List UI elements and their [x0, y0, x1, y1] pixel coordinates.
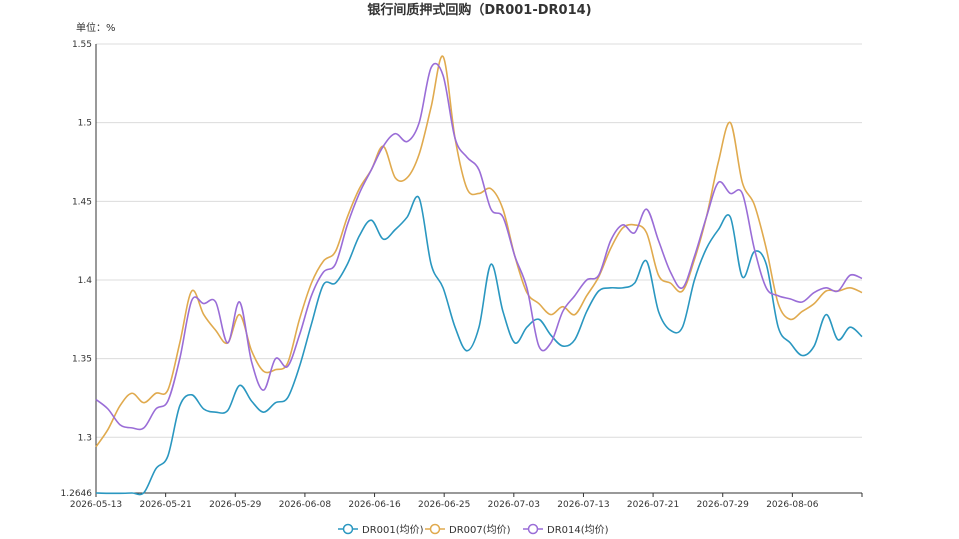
x-tick-label: 2026-06-08 [279, 500, 332, 510]
y-tick-label: 1.3 [78, 433, 92, 443]
x-tick-label: 2026-05-13 [70, 500, 122, 510]
series-lines [95, 55, 863, 496]
x-tick-label: 2026-06-16 [348, 500, 401, 510]
x-tick-label: 2026-06-25 [418, 500, 470, 510]
y-tick-label: 1.45 [72, 197, 92, 207]
series-line-3 [95, 62, 863, 431]
legend-item-3[interactable]: DR014(均价) [523, 523, 609, 536]
legend-label: DR014(均价) [547, 524, 609, 536]
unit-label: 单位：% [76, 21, 116, 34]
legend-marker [429, 523, 441, 535]
y-tick-label: 1.4 [78, 276, 93, 286]
x-tick-label: 2026-07-13 [557, 500, 609, 510]
x-tick-label: 2026-05-21 [139, 500, 191, 510]
x-tick-label: 2026-07-03 [488, 500, 540, 510]
x-tick-label: 2026-05-29 [209, 500, 262, 510]
y-tick-label: 1.55 [72, 40, 92, 50]
legend-label: DR007(均价) [449, 524, 511, 536]
y-tick-label: 1.5 [78, 119, 92, 129]
legend-marker [527, 523, 539, 535]
x-tick-label: 2026-07-21 [627, 500, 679, 510]
legend-label: DR001(均价) [362, 524, 424, 536]
legend-item-2[interactable]: DR007(均价) [425, 523, 511, 536]
legend-item-1[interactable]: DR001(均价) [338, 523, 424, 536]
y-tick-label: 1.2646 [61, 489, 93, 499]
legend-marker [342, 523, 354, 535]
y-tick-label: 1.35 [72, 355, 92, 365]
chart-title: 银行间质押式回购（DR001-DR014) [367, 2, 591, 18]
x-tick-label: 2026-07-29 [697, 500, 750, 510]
series-line-2 [95, 55, 863, 448]
series-line-1 [95, 195, 863, 496]
grid-lines [96, 43, 862, 494]
legend[interactable]: DR001(均价) DR007(均价) DR014(均价) [338, 523, 609, 536]
x-tick-label: 2026-08-06 [766, 500, 819, 510]
y-axis-ticks: 1.2646 1.3 1.35 1.4 1.45 1.5 1.55 [61, 40, 93, 499]
axes [95, 44, 862, 494]
x-axis-ticks: 2026-05-13 2026-05-21 2026-05-29 2026-06-08… [70, 493, 863, 510]
